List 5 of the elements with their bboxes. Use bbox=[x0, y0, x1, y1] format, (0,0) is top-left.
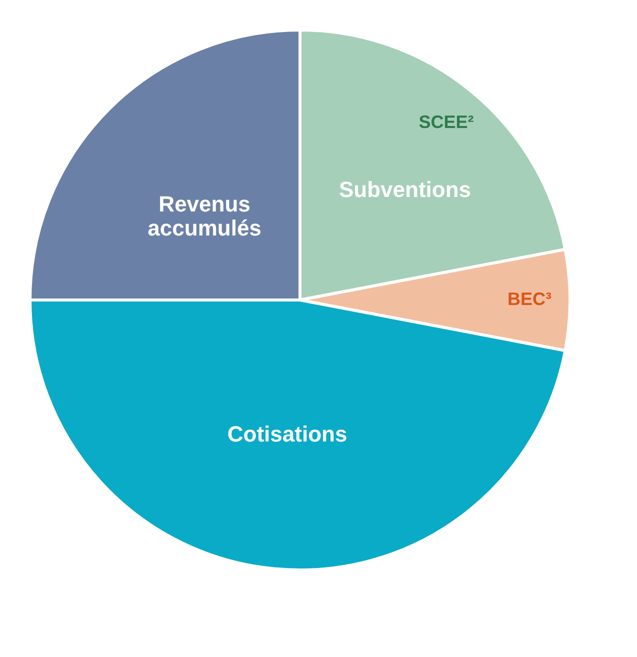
slice-label: Revenus accumulés bbox=[148, 192, 262, 241]
slice-label: SCEE² bbox=[418, 112, 474, 132]
text: Subventions bbox=[338, 177, 472, 202]
slice-label: Cotisations bbox=[227, 421, 348, 446]
slice-label: BEC³ bbox=[508, 289, 552, 309]
